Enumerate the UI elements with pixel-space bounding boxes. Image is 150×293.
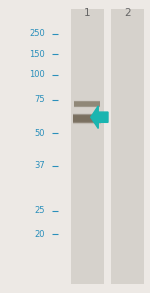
Text: 1: 1 — [84, 8, 90, 18]
Text: 100: 100 — [29, 70, 45, 79]
FancyArrow shape — [91, 106, 108, 128]
Text: 37: 37 — [34, 161, 45, 170]
Bar — [111, 9, 144, 284]
Text: 250: 250 — [29, 29, 45, 38]
Text: 50: 50 — [34, 129, 45, 138]
Text: 75: 75 — [34, 95, 45, 104]
Text: 20: 20 — [34, 230, 45, 239]
Bar — [70, 9, 104, 284]
Text: 2: 2 — [124, 8, 131, 18]
Text: 25: 25 — [34, 207, 45, 215]
Text: 150: 150 — [29, 50, 45, 59]
